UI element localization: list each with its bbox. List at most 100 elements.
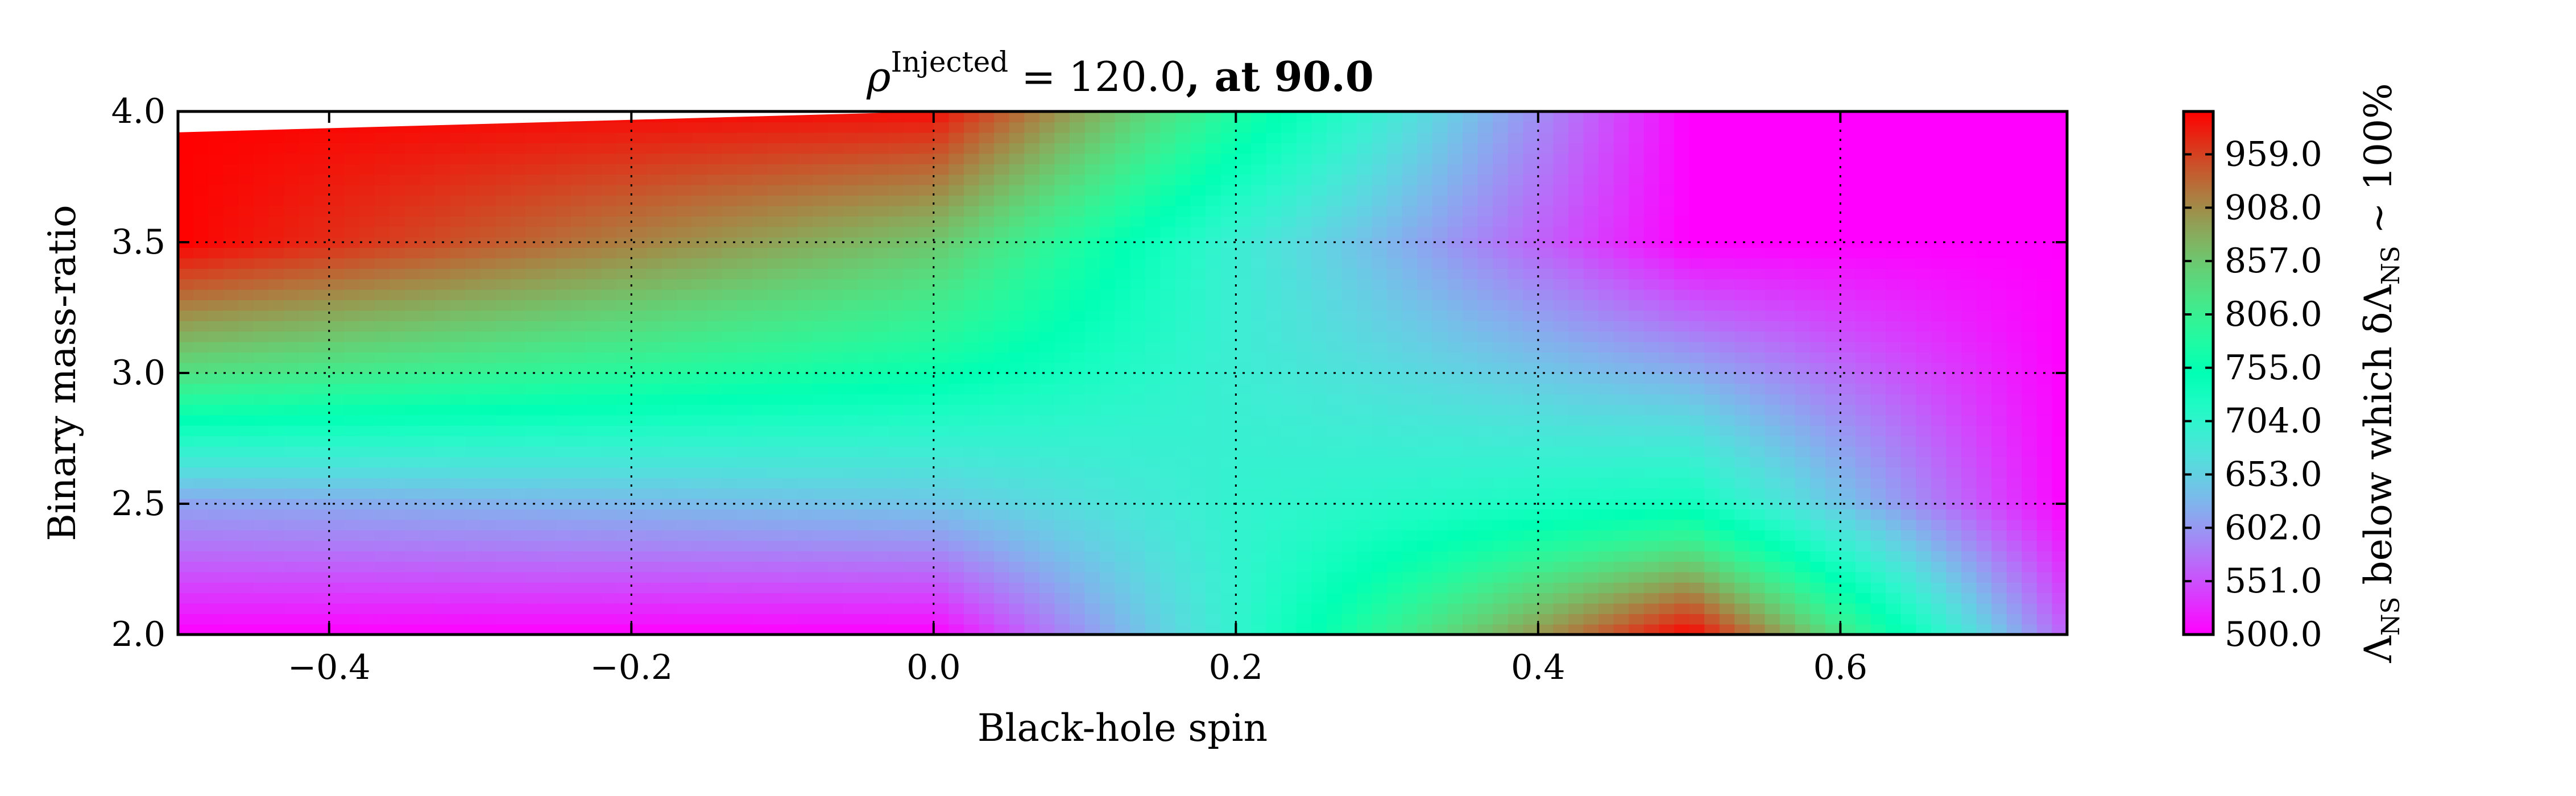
heatmap-cell [1220, 540, 1237, 552]
heatmap-cell [1115, 143, 1131, 154]
heatmap-cell [178, 331, 194, 342]
heatmap-cell [1417, 153, 1433, 164]
heatmap-cell [1643, 352, 1660, 363]
heatmap-cell [1145, 341, 1161, 353]
heatmap-cell [586, 122, 602, 133]
heatmap-cell [1236, 582, 1252, 594]
heatmap-cell [208, 205, 224, 217]
heatmap-cell [1356, 184, 1373, 196]
heatmap-cell [1643, 519, 1660, 530]
heatmap-cell [556, 216, 571, 227]
heatmap-cell [963, 226, 980, 238]
heatmap-cell [1206, 624, 1221, 635]
heatmap-cell [767, 310, 783, 321]
heatmap-cell [1387, 237, 1403, 248]
heatmap-cell [253, 310, 270, 321]
heatmap-cell [434, 624, 451, 635]
heatmap-cell [268, 457, 284, 468]
heatmap-cell [1432, 111, 1448, 123]
heatmap-cell [691, 132, 707, 143]
heatmap-cell [178, 226, 194, 238]
heatmap-cell [1326, 592, 1343, 604]
heatmap-cell [299, 624, 314, 635]
heatmap-cell [1493, 331, 1509, 342]
heatmap-cell [843, 393, 859, 405]
heatmap-cell [540, 362, 557, 374]
heatmap-cell [238, 624, 254, 635]
heatmap-cell [979, 195, 995, 206]
heatmap-cell [1084, 310, 1100, 321]
heatmap-cell [1054, 174, 1070, 185]
heatmap-cell [1598, 561, 1614, 573]
heatmap-cell [390, 268, 405, 280]
heatmap-cell [722, 321, 738, 332]
heatmap-cell [722, 603, 738, 614]
heatmap-cell [873, 393, 889, 405]
heatmap-cell [873, 414, 889, 426]
heatmap-cell [707, 122, 723, 133]
heatmap-cell [1069, 184, 1086, 196]
heatmap-cell [752, 258, 768, 269]
heatmap-cell [646, 571, 662, 583]
heatmap-cell [1250, 436, 1267, 447]
heatmap-cell [782, 289, 798, 300]
heatmap-cell [813, 268, 829, 280]
heatmap-cell [238, 509, 254, 520]
heatmap-cell [782, 247, 798, 259]
heatmap-cell [1674, 331, 1690, 342]
heatmap-cell [1387, 498, 1403, 509]
heatmap-cell [1598, 321, 1614, 332]
heatmap-cell [1206, 603, 1221, 614]
heatmap-cell [1220, 373, 1237, 384]
heatmap-cell [586, 164, 602, 175]
heatmap-cell [238, 153, 254, 164]
heatmap-cell [616, 467, 632, 478]
heatmap-cell [1115, 393, 1131, 405]
heatmap-cell [284, 247, 300, 259]
heatmap-cell [1039, 122, 1055, 133]
heatmap-cell [193, 436, 209, 447]
heatmap-cell [1643, 603, 1660, 614]
heatmap-cell [1538, 550, 1554, 562]
heatmap-cell [767, 498, 783, 509]
heatmap-cell [843, 216, 859, 227]
heatmap-cell [1115, 383, 1131, 395]
heatmap-cell [1311, 425, 1327, 437]
heatmap-cell [933, 122, 950, 133]
heatmap-cell [858, 268, 874, 280]
heatmap-cell [631, 321, 647, 332]
heatmap-cell [329, 383, 345, 395]
heatmap-cell [1613, 488, 1630, 499]
heatmap-cell [420, 425, 436, 437]
heatmap-cell [299, 184, 314, 196]
heatmap-cell [178, 258, 194, 269]
heatmap-cell [1659, 184, 1675, 196]
heatmap-cell [677, 613, 693, 625]
heatmap-cell [1356, 624, 1373, 635]
heatmap-plot-area: −0.4 −0.2 0.0 0.2 0.4 0.6 2.02.53.03.54.0 [111, 92, 2069, 687]
heatmap-cell [480, 404, 496, 416]
heatmap-cell [843, 446, 859, 457]
heatmap-cell [1523, 613, 1539, 625]
heatmap-cell [752, 247, 768, 259]
heatmap-cell [1568, 143, 1584, 154]
heatmap-cell [1643, 624, 1660, 635]
heatmap-cell [374, 153, 390, 164]
heatmap-cell [525, 436, 541, 447]
heatmap-cell [1311, 519, 1327, 530]
heatmap-cell [1206, 383, 1221, 395]
heatmap-cell [1538, 498, 1554, 509]
heatmap-cell [1054, 362, 1070, 374]
heatmap-cell [1296, 174, 1312, 185]
heatmap-cell [933, 321, 950, 332]
heatmap-cell [1462, 310, 1478, 321]
heatmap-cell [1462, 613, 1478, 625]
heatmap-cell [1009, 216, 1025, 227]
heatmap-cell [1629, 383, 1645, 395]
heatmap-cell [329, 164, 345, 175]
heatmap-cell [570, 216, 587, 227]
heatmap-cell [1281, 321, 1297, 332]
heatmap-cell [1568, 111, 1584, 123]
heatmap-cell [661, 258, 677, 269]
heatmap-cell [1613, 321, 1630, 332]
